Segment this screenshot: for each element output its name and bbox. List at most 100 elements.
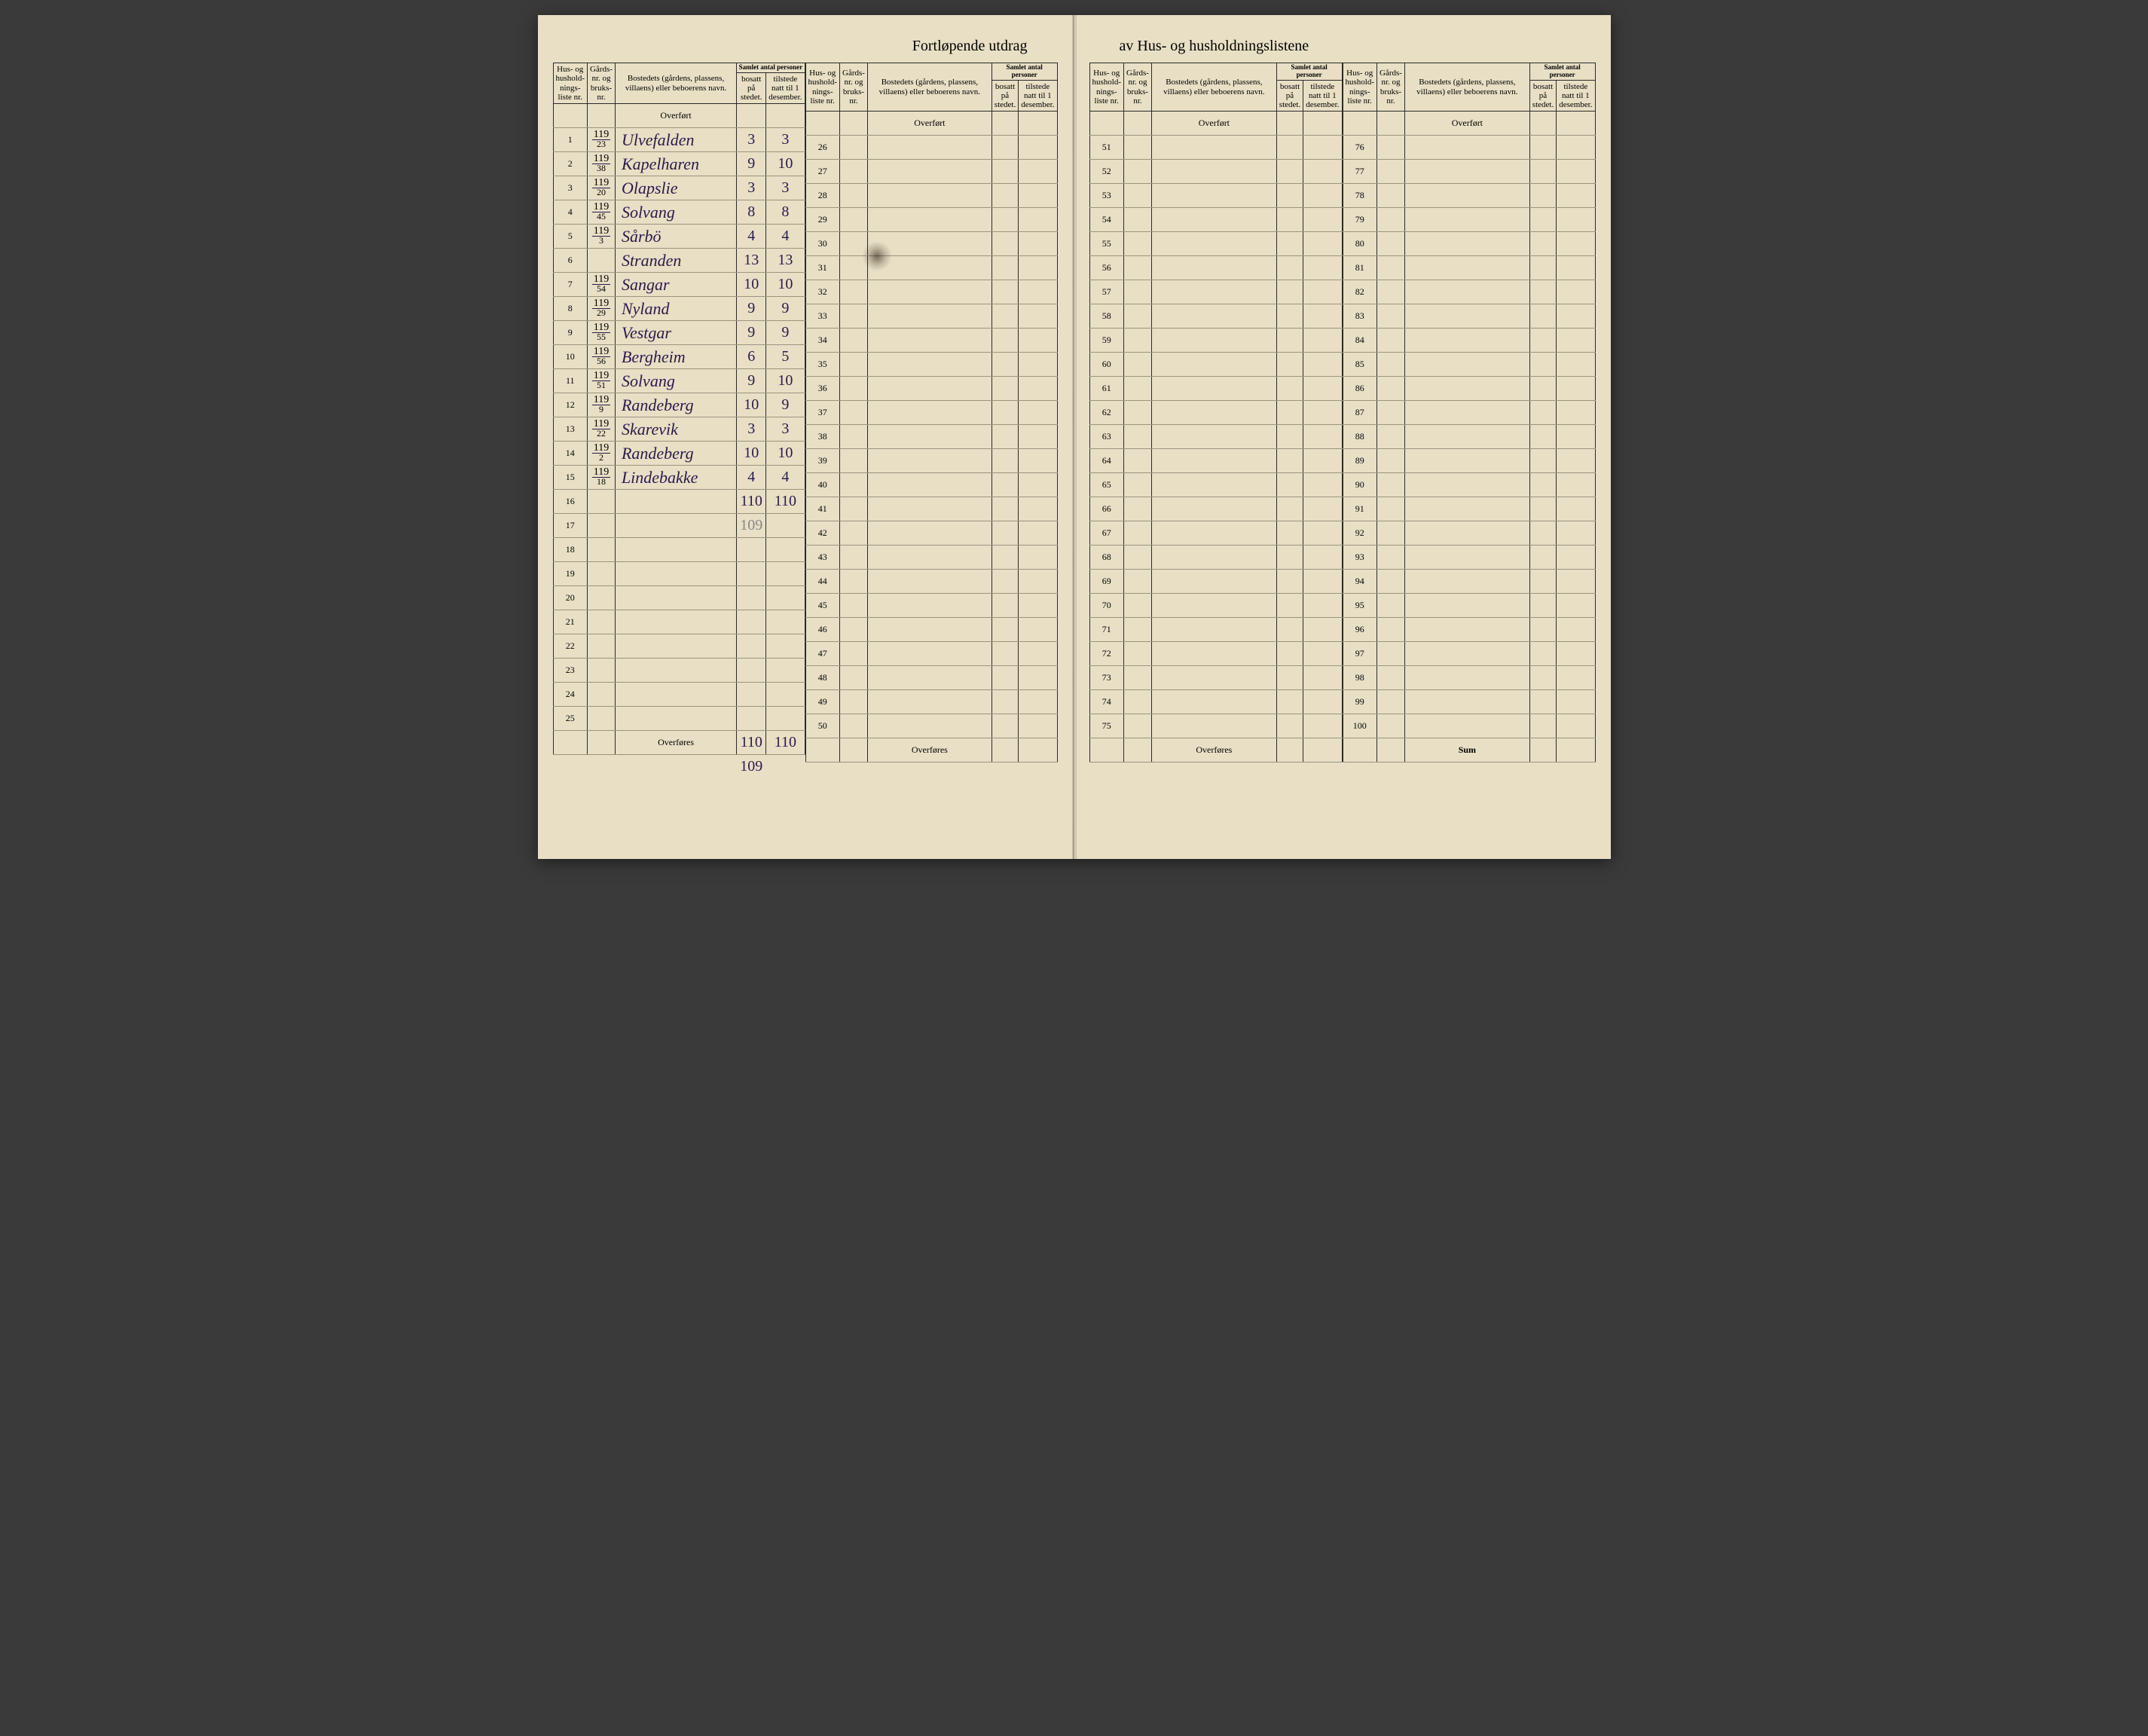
garden-number: [1377, 329, 1405, 353]
place-name: [867, 425, 992, 449]
row-number: 76: [1343, 136, 1377, 160]
col-bosted: Bostedets (gårdens, plassens, villaens) …: [1151, 63, 1276, 112]
garden-number: [1124, 594, 1152, 618]
row-number: 44: [805, 570, 840, 594]
bosatt-count: [1276, 473, 1303, 497]
tilstede-count: [1019, 136, 1057, 160]
garden-number: [1377, 304, 1405, 329]
bosatt-count: [1276, 521, 1303, 546]
table-row: 65: [1089, 473, 1342, 497]
table-row: 64: [1089, 449, 1342, 473]
tilstede-count: [1557, 184, 1595, 208]
place-name: [1404, 401, 1529, 425]
table-row: 88: [1343, 425, 1595, 449]
table-row: 49: [805, 690, 1057, 714]
tilstede-count: [1557, 690, 1595, 714]
bosatt-count: 9: [737, 369, 766, 393]
tilstede-count: [1557, 136, 1595, 160]
bosatt-count: 9: [737, 152, 766, 176]
place-name: Olapslie: [615, 176, 736, 200]
garden-number: [1377, 618, 1405, 642]
tilstede-count: [1557, 256, 1595, 280]
garden-number: [840, 304, 868, 329]
col-tilstede: tilstede natt til 1 desember.: [1303, 80, 1342, 111]
row-number: 97: [1343, 642, 1377, 666]
row-number: 82: [1343, 280, 1377, 304]
garden-number: [1377, 690, 1405, 714]
garden-number: [1377, 208, 1405, 232]
table-row: 97: [1343, 642, 1595, 666]
garden-number: [840, 497, 868, 521]
row-number: 86: [1343, 377, 1377, 401]
table-row: 34: [805, 329, 1057, 353]
col-liste: Hus- og hushold-nings-liste nr.: [1343, 63, 1377, 112]
garden-number: [588, 707, 616, 731]
tilstede-count: 5: [766, 345, 805, 369]
table-row: 63: [1089, 425, 1342, 449]
row-number: 17: [553, 514, 588, 538]
place-name: [1404, 546, 1529, 570]
bosatt-count: [1276, 280, 1303, 304]
tilstede-count: [1303, 232, 1342, 256]
table-row: 1011956Bergheim65: [553, 345, 805, 369]
row-number: 61: [1089, 377, 1124, 401]
bosatt-count: [992, 280, 1018, 304]
row-number: 74: [1089, 690, 1124, 714]
bosatt-count: [992, 136, 1018, 160]
table-row: 6Stranden1313: [553, 249, 805, 273]
row-number: 90: [1343, 473, 1377, 497]
place-name: [1151, 304, 1276, 329]
table-row: 94: [1343, 570, 1595, 594]
table-row: 45: [805, 594, 1057, 618]
table-row: 82: [1343, 280, 1595, 304]
place-name: [1404, 666, 1529, 690]
row-number: 10: [553, 345, 588, 369]
place-name: [1151, 256, 1276, 280]
table-row: 62: [1089, 401, 1342, 425]
bosatt-count: [737, 538, 766, 562]
row-number: 68: [1089, 546, 1124, 570]
row-number: 40: [805, 473, 840, 497]
col-bosted: Bostedets (gårdens, plassens, villaens) …: [615, 63, 736, 104]
table-row: 98: [1343, 666, 1595, 690]
table-row: 73: [1089, 666, 1342, 690]
col-bosted: Bostedets (gårdens, plassens, villaens) …: [867, 63, 992, 112]
garden-number: [1124, 618, 1152, 642]
bosatt-count: [992, 377, 1018, 401]
garden-number: [1377, 280, 1405, 304]
bosatt-count: 10: [737, 273, 766, 297]
ledger-block-3: Hus- og hushold-nings-liste nr. Gårds-nr…: [1089, 63, 1343, 763]
tilstede-count: [1019, 497, 1057, 521]
tilstede-count: [1303, 497, 1342, 521]
place-name: [867, 280, 992, 304]
tilstede-count: 110: [766, 490, 805, 514]
overfores-label: Overføres: [1151, 738, 1276, 763]
garden-number: [1377, 546, 1405, 570]
place-name: [1404, 304, 1529, 329]
bosatt-count: 10: [737, 393, 766, 417]
place-name: [867, 714, 992, 738]
row-number: 66: [1089, 497, 1124, 521]
garden-number: [1124, 280, 1152, 304]
tilstede-count: [1019, 329, 1057, 353]
row-number: 18: [553, 538, 588, 562]
bosatt-count: [1529, 136, 1556, 160]
bosatt-count: [1529, 304, 1556, 329]
bosatt-count: [1276, 546, 1303, 570]
place-name: [1404, 570, 1529, 594]
bosatt-count: [1276, 618, 1303, 642]
row-number: 99: [1343, 690, 1377, 714]
table-row: 86: [1343, 377, 1595, 401]
table-row: 311920Olapslie33: [553, 176, 805, 200]
row-number: 98: [1343, 666, 1377, 690]
tilstede-count: [766, 514, 805, 538]
bosatt-count: [1529, 473, 1556, 497]
tilstede-count: [1557, 618, 1595, 642]
garden-number: [840, 184, 868, 208]
bosatt-count: 3: [737, 128, 766, 152]
place-name: [867, 546, 992, 570]
tilstede-count: [1303, 377, 1342, 401]
row-number: 78: [1343, 184, 1377, 208]
bosatt-count: 9: [737, 321, 766, 345]
bosatt-count: [1276, 184, 1303, 208]
